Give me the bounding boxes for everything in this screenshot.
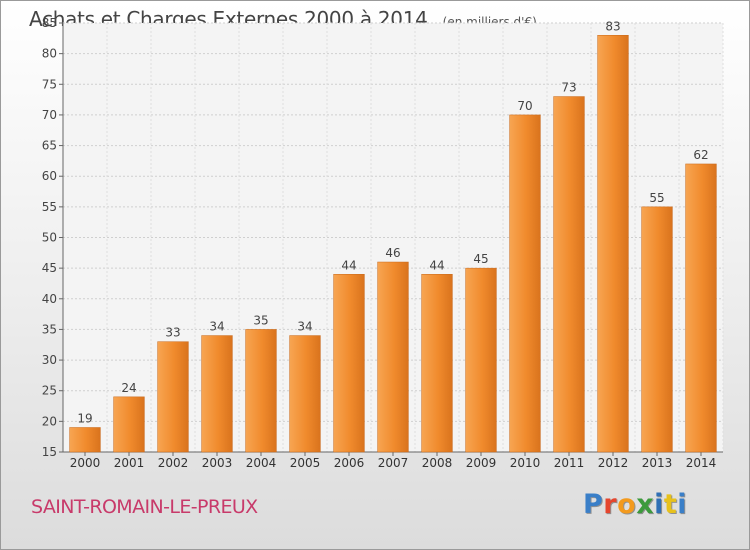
- bar: [553, 96, 585, 453]
- y-tick-label: 70: [42, 108, 57, 122]
- x-tick-label: 2011: [554, 456, 585, 470]
- x-tick-label: 2007: [378, 456, 409, 470]
- data-label: 55: [649, 191, 664, 205]
- bar: [421, 274, 453, 453]
- x-tick-label: 2010: [510, 456, 541, 470]
- y-tick-label: 50: [42, 231, 57, 245]
- logo-letter: o: [617, 489, 637, 520]
- x-tick-label: 2008: [422, 456, 453, 470]
- bar: [113, 396, 145, 453]
- bar: [597, 35, 629, 453]
- x-tick-label: 2013: [642, 456, 673, 470]
- proxiti-logo: Proxiti: [583, 489, 687, 520]
- x-tick-label: 2009: [466, 456, 497, 470]
- y-tick-label: 60: [42, 169, 57, 183]
- y-tick-label: 30: [42, 353, 57, 367]
- bar: [377, 261, 409, 453]
- logo-letter: r: [603, 489, 618, 520]
- y-tick-label: 80: [42, 47, 57, 61]
- data-label: 35: [253, 313, 268, 327]
- bar: [465, 267, 497, 453]
- labels: 15 20 25 30 35 40 45 50 55 60 65 70 75 80 85 19 2000 24 20…: [42, 16, 717, 470]
- data-label: 46: [385, 246, 400, 260]
- data-label: 62: [693, 148, 708, 162]
- data-label: 73: [561, 81, 576, 95]
- bars: [69, 35, 717, 453]
- x-tick-label: 2004: [246, 456, 277, 470]
- data-label: 34: [209, 320, 224, 334]
- data-label: 34: [297, 320, 312, 334]
- x-tick-label: 2005: [290, 456, 321, 470]
- bar: [685, 163, 717, 453]
- bar: [289, 335, 321, 453]
- x-tick-label: 2012: [598, 456, 629, 470]
- y-tick-label: 15: [42, 445, 57, 459]
- bar: [333, 274, 365, 453]
- logo-letter: P: [583, 489, 604, 520]
- y-tick-label: 85: [42, 16, 57, 30]
- y-tick-label: 40: [42, 292, 57, 306]
- data-label: 45: [473, 252, 488, 266]
- logo-letter: t: [663, 489, 678, 520]
- data-label: 83: [605, 19, 620, 33]
- x-tick-label: 2001: [114, 456, 145, 470]
- y-tick-label: 45: [42, 261, 57, 275]
- data-label: 33: [165, 326, 180, 340]
- data-label: 19: [77, 411, 92, 425]
- x-tick-label: 2006: [334, 456, 365, 470]
- y-tick-label: 55: [42, 200, 57, 214]
- data-label: 44: [341, 258, 356, 272]
- data-label: 70: [517, 99, 532, 113]
- commune-name: SAINT-ROMAIN-LE-PREUX: [31, 496, 258, 518]
- bar: [245, 329, 277, 453]
- bar: [201, 335, 233, 453]
- bar-chart: 15 20 25 30 35 40 45 50 55 60 65 70 75 80 85 19 2000 24 20…: [42, 16, 724, 470]
- bar: [641, 206, 673, 453]
- y-tick-label: 25: [42, 384, 57, 398]
- y-tick-label: 65: [42, 139, 57, 153]
- bar: [509, 114, 541, 453]
- x-tick-label: 2000: [70, 456, 101, 470]
- y-tick-label: 35: [42, 322, 57, 336]
- logo-letter: x: [636, 489, 655, 520]
- x-tick-label: 2003: [202, 456, 233, 470]
- bar: [69, 427, 101, 453]
- data-label: 24: [121, 381, 136, 395]
- data-label: 44: [429, 258, 444, 272]
- y-tick-label: 75: [42, 77, 57, 91]
- logo-letter: i: [654, 489, 664, 520]
- logo-letter: i: [677, 489, 688, 520]
- x-tick-label: 2014: [686, 456, 717, 470]
- y-tick-label: 20: [42, 414, 57, 428]
- x-tick-label: 2002: [158, 456, 189, 470]
- bar: [157, 341, 189, 453]
